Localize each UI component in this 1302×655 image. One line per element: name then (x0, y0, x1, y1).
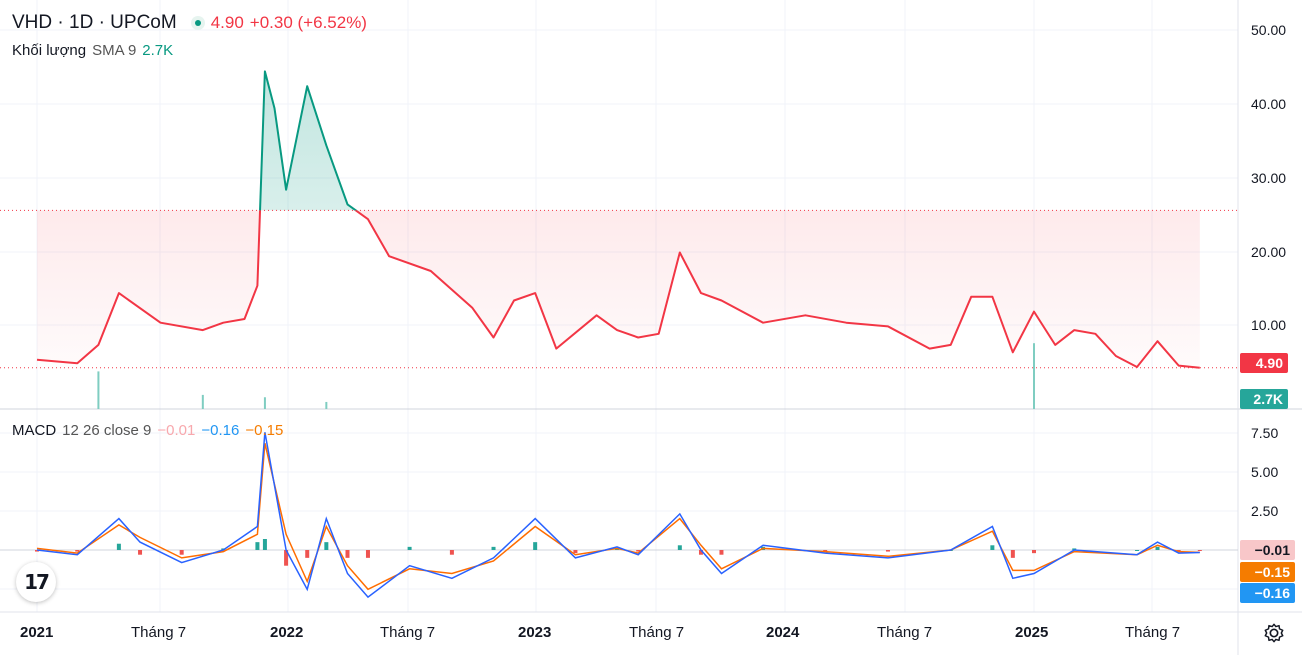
volume-sma-value: 2.7K (142, 42, 174, 59)
macd-histogram-bar (449, 550, 454, 555)
macd-axis-tick: 2.50 (1251, 503, 1279, 519)
macd-histogram-bar (1072, 548, 1077, 550)
macd-histogram-bar (345, 550, 350, 558)
macd-histogram-bar (636, 550, 641, 552)
volume-bar (97, 371, 100, 409)
macd-histogram-bar (138, 550, 143, 555)
macd-signal-line (36, 443, 1200, 591)
macd-params: 12 26 close 9 (62, 422, 152, 439)
macd-histogram-bar (533, 542, 538, 550)
last-price-tag: 4.90 (1240, 353, 1288, 373)
macd-signal-tag: −0.15 (1240, 562, 1295, 582)
macd-histogram-bar (823, 550, 828, 552)
macd-label[interactable]: MACD (12, 422, 57, 439)
time-axis-label: Tháng 7 (1125, 624, 1181, 641)
time-axis-label: 2022 (270, 624, 304, 641)
macd-line-tag: −0.16 (1240, 583, 1295, 603)
price-axis-tick: 30.00 (1251, 170, 1287, 186)
price-line-down (36, 210, 1200, 369)
macd-histogram-bar (1135, 550, 1140, 551)
macd-histogram-bar (305, 550, 310, 558)
macd-line (36, 432, 1200, 599)
macd-histogram-bar (677, 545, 682, 550)
macd-hist-value: −0.01 (157, 422, 196, 439)
macd-histogram-bar (1010, 550, 1015, 558)
macd-histogram-bar (885, 550, 890, 552)
macd-histogram-bar (491, 546, 496, 550)
volume-bar (1033, 343, 1035, 409)
volume-bar (201, 394, 204, 409)
last-volume-tag: 2.7K (1240, 389, 1288, 409)
macd-histogram-bar (573, 550, 578, 554)
macd-histogram-bar (1032, 550, 1036, 554)
macd-histogram-bar (179, 550, 184, 555)
macd-histogram-bar (262, 539, 267, 550)
tradingview-logo-icon[interactable]: 17 (16, 562, 56, 602)
macd-histogram-bar (35, 550, 39, 552)
macd-line-value: −0.16 (201, 422, 240, 439)
volume-sma-label: SMA 9 (92, 42, 137, 59)
macd-axis-tick: 7.50 (1251, 425, 1279, 441)
time-axis-label: 2025 (1015, 624, 1049, 641)
volume-label[interactable]: Khối lượng (12, 42, 87, 59)
macd-histogram-bar (365, 550, 370, 558)
macd-histogram-bar (75, 550, 80, 552)
volume-legend: Khối lượng SMA 9 2.7K (12, 42, 179, 59)
macd-signal-value: −0.15 (245, 422, 284, 439)
macd-histogram-bar (719, 550, 724, 555)
macd-legend: MACD 12 26 close 9 −0.01 −0.16 −0.15 (12, 422, 289, 439)
macd-histogram-bar (255, 542, 260, 550)
price-change: +0.30 (+6.52%) (249, 13, 367, 32)
settings-gear-icon[interactable] (1263, 622, 1285, 644)
macd-histogram-bar (1197, 550, 1202, 551)
macd-histogram-bar (324, 542, 329, 550)
symbol-legend: VHD · 1D · UPCoM 4.90 +0.30 (+6.52%) (12, 12, 373, 34)
symbol-title[interactable]: VHD · 1D · UPCoM (12, 12, 177, 33)
macd-histogram-bar (1155, 546, 1160, 550)
time-axis-label: Tháng 7 (380, 624, 436, 641)
macd-hist-tag: −0.01 (1240, 540, 1295, 560)
macd-histogram-bar (116, 543, 121, 550)
macd-histogram-bar (1176, 550, 1181, 552)
time-axis-label: 2023 (518, 624, 552, 641)
macd-axis-tick: 5.00 (1251, 464, 1279, 480)
price-area-below-baseline (37, 210, 1200, 368)
macd-histogram-bar (698, 550, 703, 555)
time-axis-label: Tháng 7 (877, 624, 933, 641)
macd-histogram-bar (284, 550, 289, 566)
price-axis-tick: 10.00 (1251, 317, 1287, 333)
macd-histogram-bar (615, 548, 620, 550)
macd-histogram-bar (990, 545, 995, 550)
price-value: 4.90 (210, 13, 244, 32)
price-axis-tick: 20.00 (1251, 244, 1287, 260)
time-axis-label: Tháng 7 (131, 624, 187, 641)
macd-histogram-bar (407, 546, 412, 550)
time-axis-label: 2024 (766, 624, 800, 641)
time-axis-label: Tháng 7 (629, 624, 685, 641)
market-status-icon (190, 16, 205, 30)
price-axis-tick: 50.00 (1251, 22, 1287, 38)
time-axis-label: 2021 (20, 624, 54, 641)
price-axis-tick: 40.00 (1251, 96, 1287, 112)
volume-bar (263, 397, 266, 409)
volume-bar (325, 401, 328, 409)
